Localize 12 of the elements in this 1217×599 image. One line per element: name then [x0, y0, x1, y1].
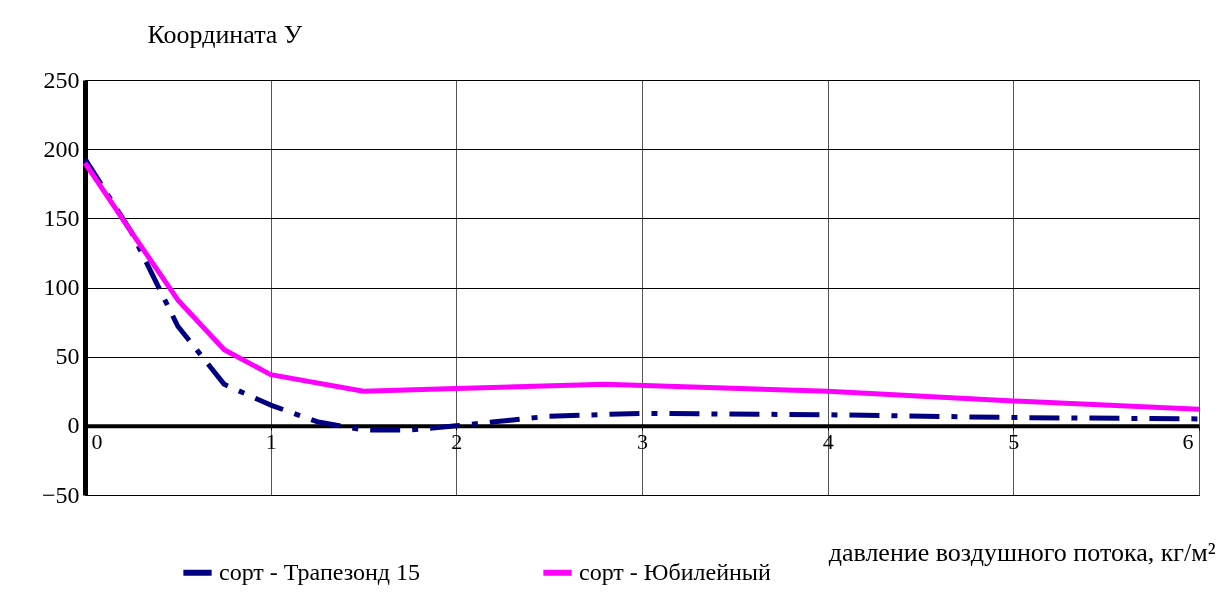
- y-tick-label: 50: [55, 343, 80, 370]
- y-axis-title: Координата У: [147, 19, 303, 49]
- y-tick-label: 200: [43, 135, 80, 162]
- x-tick-label: 6: [1182, 429, 1194, 455]
- x-tick-label: 0: [91, 429, 103, 455]
- y-tick-label: 250: [43, 66, 80, 93]
- y-tick-label: −50: [41, 481, 80, 508]
- x-axis-title: давление воздушного потока, кг/м²: [828, 537, 1216, 567]
- y-tick-label: 100: [43, 274, 80, 300]
- legend-label: сорт - Трапезонд 15: [219, 558, 421, 585]
- legend-label: сорт - Юбилейный: [579, 558, 771, 585]
- y-tick-label: 150: [43, 204, 80, 231]
